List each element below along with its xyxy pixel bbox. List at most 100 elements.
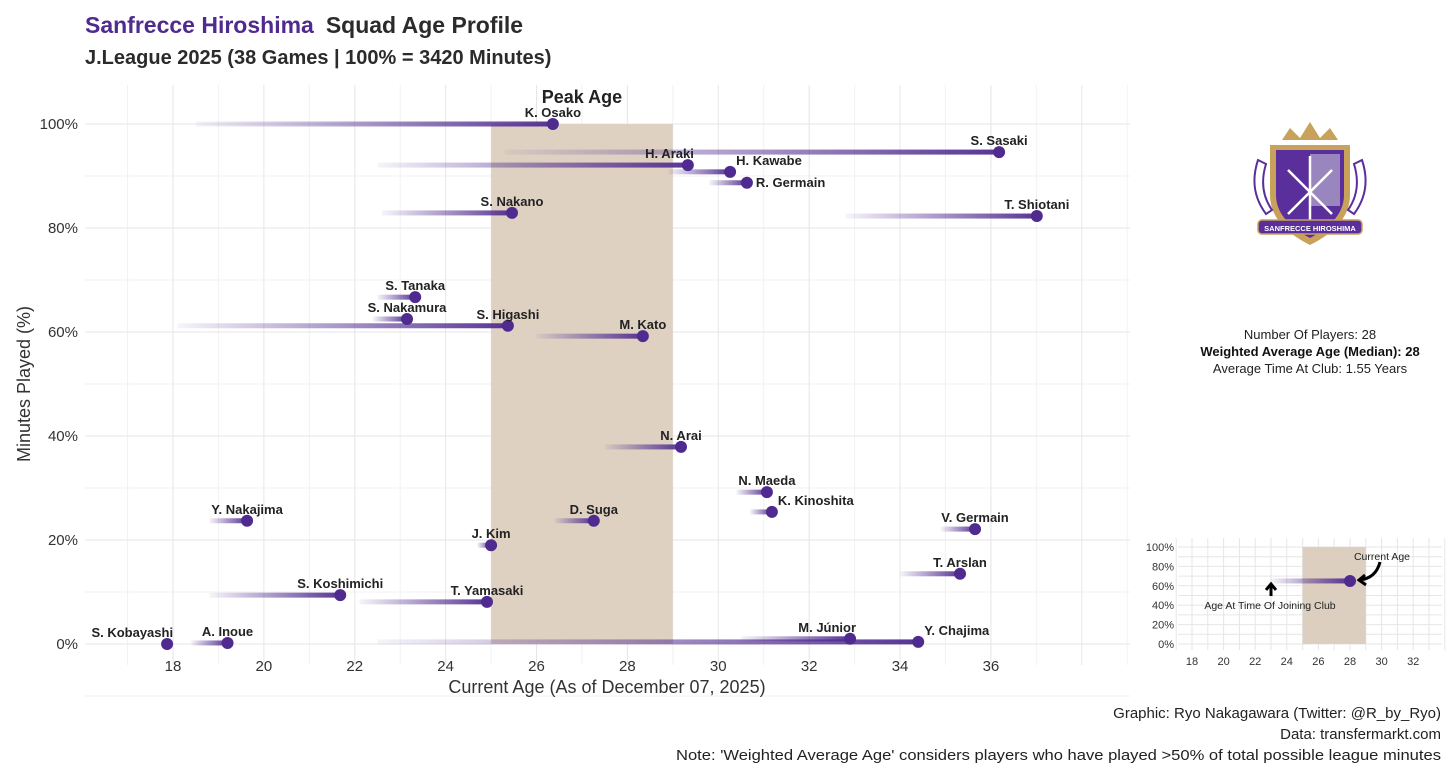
tenure-line bbox=[536, 333, 643, 339]
player-point bbox=[334, 589, 347, 602]
inset-y-tick: 100% bbox=[1146, 542, 1174, 554]
tenure-line bbox=[209, 518, 248, 524]
main-plot: Peak Age 18 20 22 24 26 28 30 32 34 36 0% 20% 40% 60% 8… bbox=[40, 85, 1130, 697]
player-point bbox=[675, 440, 688, 453]
tenure-line bbox=[845, 213, 1037, 219]
player-point bbox=[636, 330, 649, 343]
player-point bbox=[993, 146, 1006, 159]
inset-peak-band bbox=[1302, 547, 1366, 644]
player-point bbox=[760, 486, 773, 499]
player-label: A. Inoue bbox=[202, 624, 253, 639]
tenure-line bbox=[377, 162, 688, 168]
player-label: T. Yamasaki bbox=[451, 583, 524, 598]
peak-age-label: Peak Age bbox=[542, 87, 622, 107]
inset-x-tick: 28 bbox=[1344, 656, 1356, 668]
x-tick-label: 24 bbox=[437, 658, 454, 675]
inset-y-tick: 40% bbox=[1152, 600, 1174, 612]
stat-time-at-club: Average Time At Club: 1.55 Years bbox=[1213, 361, 1408, 376]
player-point bbox=[724, 165, 737, 178]
tenure-line bbox=[736, 489, 767, 495]
y-tick-label: 100% bbox=[40, 116, 78, 133]
player-point bbox=[546, 118, 559, 130]
footer-data: Data: transfermarkt.com bbox=[1280, 726, 1441, 743]
x-tick-label: 22 bbox=[346, 658, 363, 675]
inset-tenure-line bbox=[1271, 578, 1350, 584]
tenure-line bbox=[709, 180, 747, 186]
tenure-line bbox=[940, 526, 976, 532]
x-tick-label: 36 bbox=[983, 658, 1000, 675]
tenure-line bbox=[554, 518, 594, 524]
y-tick-label: 80% bbox=[48, 220, 78, 237]
tenure-line bbox=[750, 509, 772, 515]
player-point bbox=[480, 595, 493, 608]
x-axis-label: Current Age (As of December 07, 2025) bbox=[448, 677, 765, 697]
inset-x-tick: 18 bbox=[1186, 656, 1198, 668]
tenure-line bbox=[359, 599, 487, 605]
player-label: K. Kinoshita bbox=[778, 493, 855, 508]
player-point bbox=[912, 635, 925, 648]
title-rest: Squad Age Profile bbox=[326, 12, 523, 38]
club-logo: SANFRECCE HIROSHIMA bbox=[1253, 122, 1367, 245]
peak-age-band bbox=[491, 124, 673, 644]
player-label: S. Sasaki bbox=[971, 133, 1028, 148]
player-label: M. Kato bbox=[619, 317, 666, 332]
player-point bbox=[221, 636, 234, 649]
player-label: S. Nakano bbox=[481, 194, 544, 209]
player-label: Y. Chajima bbox=[924, 623, 990, 638]
inset-x-tick: 22 bbox=[1249, 656, 1261, 668]
player-label: S. Higashi bbox=[476, 307, 539, 322]
player-label: H. Araki bbox=[645, 146, 694, 161]
player-label: V. Germain bbox=[941, 510, 1009, 525]
player-label: R. Germain bbox=[756, 175, 825, 190]
player-label: S. Nakamura bbox=[368, 300, 448, 315]
player-point bbox=[954, 567, 967, 580]
footer-note: Note: 'Weighted Average Age' considers p… bbox=[676, 747, 1441, 764]
y-axis-label: Minutes Played (%) bbox=[14, 306, 34, 462]
inset-y-tick: 60% bbox=[1152, 581, 1174, 593]
tenure-line bbox=[668, 169, 731, 175]
player-point bbox=[969, 523, 982, 536]
y-tick-label: 40% bbox=[48, 428, 78, 445]
tenure-line bbox=[191, 640, 228, 646]
inset-current-arrow-icon bbox=[1356, 561, 1382, 587]
tenure-line bbox=[209, 592, 341, 598]
tenure-line bbox=[741, 636, 851, 642]
player-point bbox=[587, 514, 600, 527]
inset-y-tick: 20% bbox=[1152, 620, 1174, 632]
inset-joined-arrow-icon bbox=[1264, 581, 1278, 596]
logo-text: SANFRECCE HIROSHIMA bbox=[1264, 224, 1356, 233]
x-tick-label: 20 bbox=[256, 658, 273, 675]
player-label: Y. Nakajima bbox=[211, 502, 283, 517]
player-label: J. Kim bbox=[472, 526, 511, 541]
player-label: S. Kobayashi bbox=[91, 625, 173, 640]
x-tick-label: 30 bbox=[710, 658, 727, 675]
y-tick-label: 20% bbox=[48, 532, 78, 549]
x-tick-label: 26 bbox=[528, 658, 545, 675]
tenure-line bbox=[377, 639, 919, 645]
player-point bbox=[681, 159, 694, 172]
inset-x-tick: 20 bbox=[1217, 656, 1229, 668]
player-label: T. Shiotani bbox=[1004, 197, 1069, 212]
player-point bbox=[485, 539, 498, 552]
player-label: N. Arai bbox=[660, 428, 701, 443]
player-point bbox=[409, 291, 422, 304]
x-tick-label: 32 bbox=[801, 658, 818, 675]
player-label: D. Suga bbox=[570, 502, 619, 517]
inset-point bbox=[1344, 574, 1356, 587]
player-label: M. Júnior bbox=[798, 620, 856, 635]
club-name: Sanfrecce Hiroshima bbox=[85, 12, 314, 38]
x-tick-label: 28 bbox=[619, 658, 636, 675]
tenure-line bbox=[377, 294, 416, 300]
chart-subtitle: J.League 2025 (38 Games | 100% = 3420 Mi… bbox=[85, 47, 551, 69]
player-label: K. Osako bbox=[525, 105, 581, 120]
player-point bbox=[401, 313, 414, 325]
player-point bbox=[241, 514, 254, 527]
chart-title: Sanfrecce Hiroshima Squad Age Profile bbox=[85, 12, 523, 38]
player-label: S. Koshimichi bbox=[297, 576, 383, 591]
inset-x-tick: 24 bbox=[1281, 656, 1293, 668]
player-label: H. Kawabe bbox=[736, 153, 802, 168]
inset-joined-label: Age At Time Of Joining Club bbox=[1204, 600, 1335, 612]
x-tick-label: 34 bbox=[892, 658, 909, 675]
stat-players: Number Of Players: 28 bbox=[1244, 327, 1376, 342]
